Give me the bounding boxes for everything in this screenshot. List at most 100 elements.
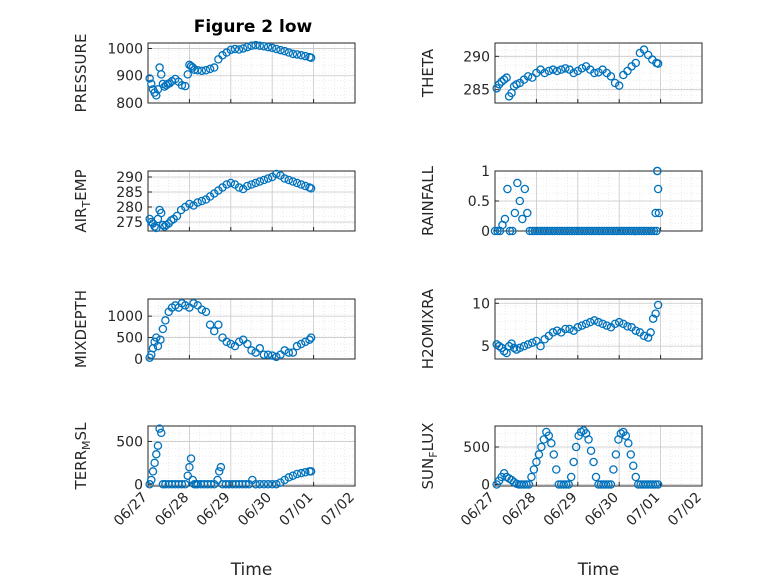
data-point: [606, 72, 616, 81]
data-point: [502, 73, 511, 82]
data-point: [201, 307, 211, 317]
data-point: [284, 348, 294, 357]
data-point: [267, 480, 277, 489]
subplot-pressure: 800 900 1000 PRESSURE: [72, 34, 356, 112]
data-point: [614, 317, 624, 327]
data-point: [243, 339, 252, 349]
data-point: [515, 343, 525, 353]
data-point: [259, 480, 269, 489]
data-point: [272, 352, 281, 362]
data-point: [631, 326, 641, 335]
data-point: [280, 46, 289, 56]
y-axis-label: RAINFALL: [419, 165, 437, 236]
data-point: [206, 480, 216, 489]
x-tick-label: 06/29: [541, 490, 581, 530]
data-point: [148, 467, 158, 476]
y-tick-label: 0: [134, 352, 143, 368]
subplot-h2omixra: 5 10 H2OMIXRA: [419, 288, 703, 369]
data-point: [185, 199, 194, 209]
data-point: [152, 91, 161, 100]
data-point: [263, 480, 273, 489]
data-point: [150, 222, 159, 231]
data-point: [243, 181, 252, 191]
series-markers: [145, 299, 316, 362]
data-point: [272, 480, 281, 489]
y-tick-label: 280: [116, 200, 143, 216]
data-point: [267, 351, 277, 360]
data-point: [305, 335, 314, 344]
data-point: [255, 344, 265, 353]
x-tick-label: 07/02: [318, 490, 358, 530]
data-point: [292, 469, 302, 479]
data-point: [150, 458, 159, 468]
axes-frame: [494, 298, 703, 360]
data-point: [155, 424, 164, 433]
data-point: [193, 66, 202, 75]
data-point: [165, 79, 174, 88]
data-point: [205, 320, 215, 329]
axes-frame: [147, 425, 356, 487]
data-point: [519, 341, 529, 351]
y-tick-label: 0: [134, 477, 143, 493]
data-point: [647, 226, 656, 236]
data-point: [158, 220, 168, 230]
data-point: [527, 472, 536, 482]
data-point: [493, 226, 502, 236]
x-tick-label: 06/30: [235, 490, 275, 530]
data-point: [654, 208, 664, 218]
data-point: [561, 480, 571, 489]
data-point: [205, 64, 215, 74]
data-point: [197, 305, 207, 314]
data-point: [161, 316, 170, 325]
data-point: [222, 180, 231, 189]
data-point: [181, 480, 190, 489]
data-point: [586, 446, 596, 455]
data-point: [500, 214, 510, 224]
data-point: [610, 319, 620, 329]
data-point: [158, 324, 168, 334]
data-point: [651, 480, 660, 489]
data-point: [292, 50, 302, 59]
data-point: [532, 336, 541, 346]
x-tick-label: 07/01: [277, 490, 317, 530]
data-point: [643, 50, 653, 60]
data-point: [519, 480, 529, 489]
data-point: [648, 480, 658, 489]
data-point: [226, 45, 236, 55]
data-point: [639, 331, 649, 341]
data-point: [494, 80, 504, 89]
series-markers: [145, 169, 316, 233]
data-point: [288, 177, 298, 186]
data-point: [230, 44, 240, 54]
data-point: [226, 339, 236, 349]
y-tick-label: 900: [116, 69, 143, 85]
y-tick-label: 1000: [107, 309, 143, 325]
data-point: [153, 441, 163, 450]
data-point: [306, 53, 316, 62]
data-point: [651, 309, 660, 318]
y-axis-label: MIXDEPTH: [72, 290, 90, 368]
data-point: [653, 166, 662, 176]
data-point: [147, 79, 156, 89]
x-tick-label: 07/02: [665, 490, 705, 530]
subplot-theta: 285 290 THETA: [419, 42, 703, 104]
x-tick-label: 06/27: [111, 490, 151, 530]
data-point: [306, 333, 316, 342]
data-point: [601, 480, 611, 489]
axes-frame: [147, 42, 356, 104]
x-tick-label: 06/29: [194, 490, 234, 530]
data-point: [292, 178, 302, 188]
y-tick-label: 275: [116, 215, 143, 231]
data-point: [158, 480, 168, 489]
data-point: [156, 335, 165, 344]
data-point: [241, 480, 250, 489]
y-tick-label: 5: [481, 339, 490, 355]
data-point: [648, 314, 658, 323]
axes-frame: [147, 170, 356, 232]
data-point: [288, 348, 298, 357]
data-point: [577, 321, 587, 330]
x-tick-label: 06/28: [152, 490, 192, 530]
data-point: [301, 337, 310, 347]
y-axis-label: THETA: [419, 48, 437, 98]
